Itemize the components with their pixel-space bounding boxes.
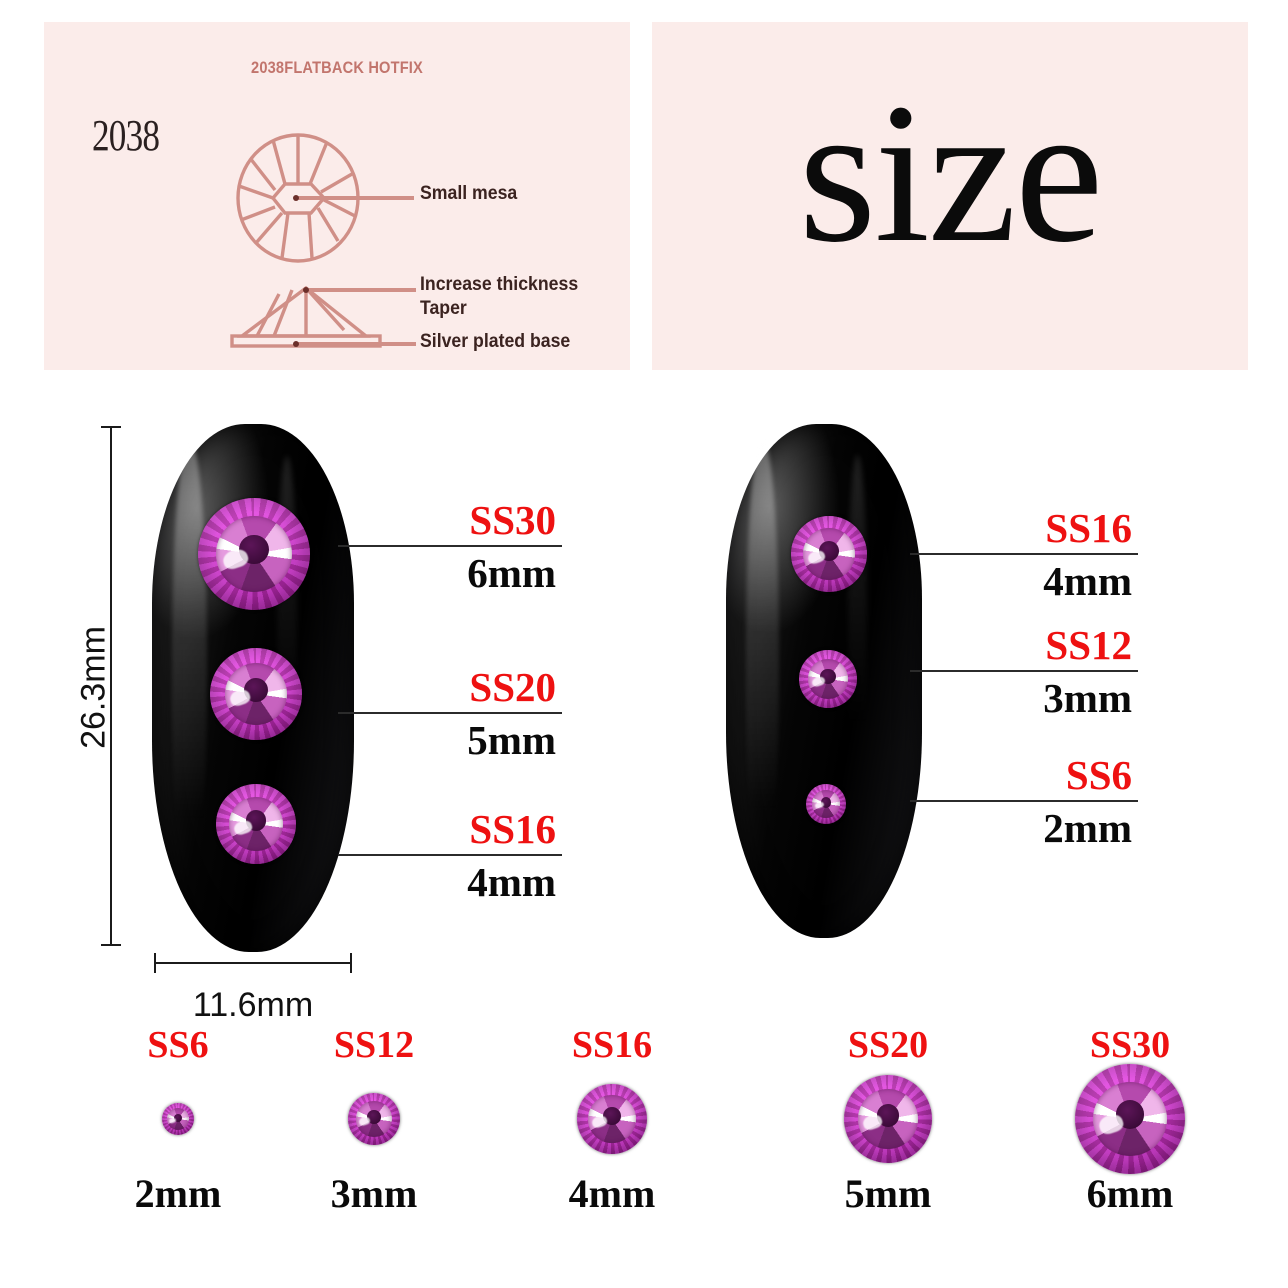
callout-below-slot: 4mm xyxy=(910,555,1138,607)
callout-mm-label: 6mm xyxy=(467,550,556,596)
size-chart-mm-label: 5mm xyxy=(844,1171,932,1216)
callout-ss-label: SS6 xyxy=(1065,752,1132,798)
callout-rule xyxy=(910,670,1138,672)
gem-ss30-on-nail xyxy=(198,498,310,610)
height-dimension-label-left-nail: 26.3mm xyxy=(74,626,113,749)
anchor-dot-mesa xyxy=(293,195,299,201)
callout-ss30: SS30 6mm xyxy=(338,500,562,594)
size-chart-ss-label: SS16 xyxy=(571,1024,653,1066)
label-taper: Taper xyxy=(420,298,467,319)
size-chart-gem-slot xyxy=(88,1064,268,1174)
callout-ss16-right: SS16 4mm xyxy=(910,508,1138,602)
callout-rule xyxy=(910,553,1138,555)
gem-culet xyxy=(367,1110,381,1124)
size-chart-ss-label: SS6 xyxy=(147,1024,209,1066)
size-chart-cell-ss30: SS30 6mm xyxy=(1040,1026,1220,1214)
callout-ss-label: SS16 xyxy=(469,806,556,852)
callout-ss-label: SS12 xyxy=(1045,622,1132,668)
size-chart-gem-slot xyxy=(798,1064,978,1174)
size-chart-gem-slot xyxy=(522,1064,702,1174)
gem-ss12-on-nail xyxy=(799,650,857,708)
size-chart-ss-label: SS20 xyxy=(847,1024,929,1066)
callout-above-slot: SS6 xyxy=(910,752,1138,800)
right-nail-swatch xyxy=(726,424,922,938)
size-chart-cell-ss20: SS20 5mm xyxy=(798,1026,978,1214)
callout-ss20: SS20 5mm xyxy=(338,667,562,761)
callout-below-slot: 2mm xyxy=(910,802,1138,854)
callout-mm-label: 2mm xyxy=(1043,805,1132,851)
size-chart-cell-ss6: SS6 2mm xyxy=(88,1026,268,1214)
spec-panel-title: 2038FLATBACK HOTFIX xyxy=(251,58,423,77)
anchor-dot-base xyxy=(293,341,299,347)
callout-mm-label: 4mm xyxy=(467,859,556,905)
size-chart-mm-label: 2mm xyxy=(134,1171,222,1216)
rosette-top-view-icon xyxy=(236,133,360,263)
gem-ss16 xyxy=(577,1084,647,1154)
label-small-mesa: Small mesa xyxy=(420,183,518,204)
callout-rule xyxy=(338,545,562,547)
gem-culet xyxy=(820,797,832,808)
gem-ss30 xyxy=(1075,1064,1185,1174)
callout-ss-label: SS16 xyxy=(1045,505,1132,551)
left-nail-swatch xyxy=(152,424,354,952)
gem-ss6 xyxy=(162,1103,194,1135)
nail-highlight xyxy=(172,439,207,905)
anchor-dot-thickness xyxy=(303,287,309,293)
leader-line-thickness xyxy=(306,288,416,292)
callout-below-slot: 4mm xyxy=(338,856,562,908)
size-chart-ss-label: SS30 xyxy=(1089,1024,1171,1066)
callout-below-slot: 3mm xyxy=(910,672,1138,724)
leader-line-base xyxy=(296,342,416,346)
gem-ss6-on-nail xyxy=(806,784,846,824)
gem-ss20-on-nail xyxy=(210,648,302,740)
callout-mm-label: 3mm xyxy=(1043,675,1132,721)
callout-ss-label: SS30 xyxy=(469,497,556,543)
product-code-2038: 2038 xyxy=(92,111,160,160)
size-chart-mm-label: 6mm xyxy=(1086,1171,1174,1216)
width-dimension-line-left-nail xyxy=(154,953,352,973)
callout-above-slot: SS20 xyxy=(338,664,562,712)
callout-below-slot: 6mm xyxy=(338,547,562,599)
gem-ss12 xyxy=(348,1093,400,1145)
callout-rule xyxy=(910,800,1138,802)
callout-mm-label: 4mm xyxy=(1043,558,1132,604)
callout-above-slot: SS12 xyxy=(910,622,1138,670)
callout-rule xyxy=(338,854,562,856)
width-dimension-label-left-nail: 11.6mm xyxy=(192,986,314,1024)
size-chart-mm-label: 4mm xyxy=(568,1171,656,1216)
nail-highlight-secondary xyxy=(847,454,868,815)
size-chart-gem-slot xyxy=(284,1064,464,1174)
size-chart-gem-slot xyxy=(1040,1064,1220,1174)
callout-ss16-left: SS16 4mm xyxy=(338,809,562,903)
callout-above-slot: SS16 xyxy=(338,806,562,854)
callout-ss6: SS6 2mm xyxy=(910,755,1138,849)
size-chart-ss-label: SS12 xyxy=(333,1024,415,1066)
size-heading: size xyxy=(798,63,1104,284)
gem-ss16-on-nail xyxy=(791,516,867,592)
gem-culet xyxy=(173,1113,183,1122)
callout-ss-label: SS20 xyxy=(469,664,556,710)
gem-ss16-on-nail xyxy=(216,784,296,864)
taper-side-view-icon xyxy=(230,285,382,348)
nail-highlight xyxy=(745,439,779,892)
spec-diagram-panel: 2038FLATBACK HOTFIX 2038 xyxy=(44,22,630,370)
leader-line-mesa xyxy=(296,196,414,200)
height-dimension-line-left-nail xyxy=(101,426,121,946)
callout-above-slot: SS16 xyxy=(910,505,1138,553)
callout-below-slot: 5mm xyxy=(338,714,562,766)
gem-culet xyxy=(602,1107,622,1126)
callout-above-slot: SS30 xyxy=(338,497,562,545)
callout-mm-label: 5mm xyxy=(467,717,556,763)
size-chart-mm-label: 3mm xyxy=(330,1171,418,1216)
label-increase-thickness: Increase thickness xyxy=(420,274,579,295)
size-title-panel: size xyxy=(652,22,1248,370)
label-silver-plated-base: Silver plated base xyxy=(420,331,571,352)
gem-ss20 xyxy=(844,1075,932,1163)
size-chart-cell-ss12: SS12 3mm xyxy=(284,1026,464,1214)
size-chart-cell-ss16: SS16 4mm xyxy=(522,1026,702,1214)
callout-ss12: SS12 3mm xyxy=(910,625,1138,719)
callout-rule xyxy=(338,712,562,714)
